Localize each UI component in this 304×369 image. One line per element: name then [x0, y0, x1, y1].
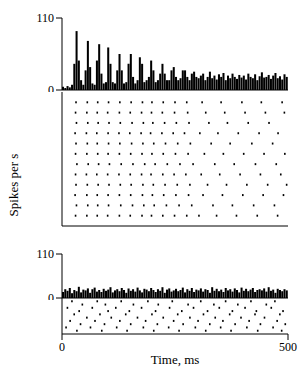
svg-text:0: 0 — [48, 83, 54, 92]
svg-text:0: 0 — [59, 340, 65, 354]
svg-text:110: 110 — [36, 11, 54, 25]
svg-text:500: 500 — [279, 340, 296, 354]
html-text:Time, ms: Time, ms — [150, 352, 200, 367]
svg-text:0: 0 — [48, 291, 54, 300]
svg-text:110: 110 — [36, 247, 54, 261]
html-text:Spikes per s: Spikes per s — [6, 153, 21, 217]
